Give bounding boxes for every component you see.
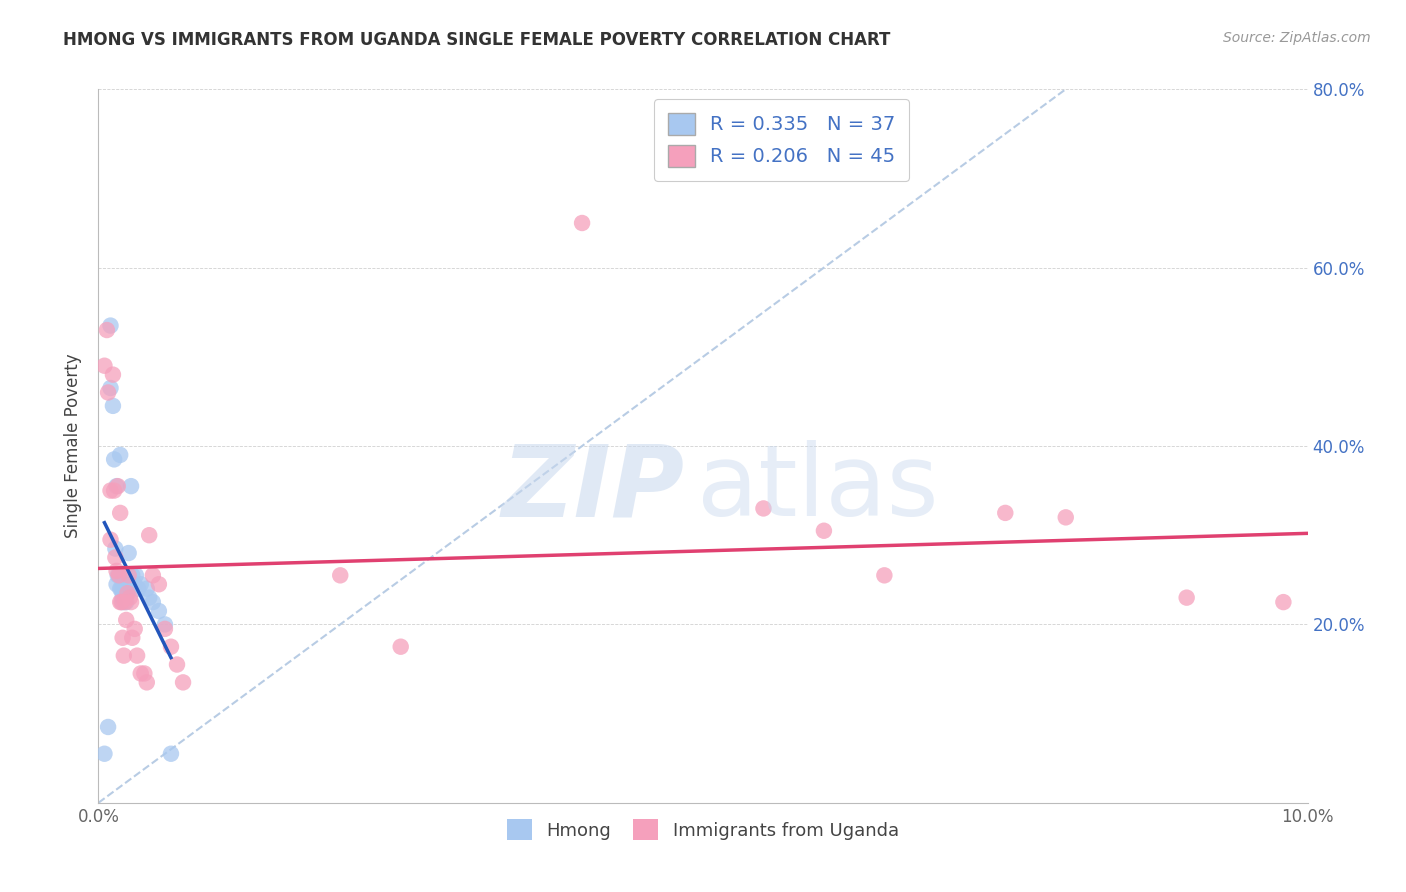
Point	[389, 640, 412, 654]
Point	[108, 568, 131, 582]
Point	[129, 577, 152, 591]
Point	[101, 368, 124, 382]
Point	[153, 617, 176, 632]
Point	[127, 648, 149, 663]
Point	[138, 591, 160, 605]
Point	[105, 577, 128, 591]
Point	[110, 582, 132, 596]
Point	[114, 577, 136, 591]
Point	[103, 452, 125, 467]
Point	[111, 591, 134, 605]
Point	[873, 568, 896, 582]
Text: HMONG VS IMMIGRANTS FROM UGANDA SINGLE FEMALE POVERTY CORRELATION CHART: HMONG VS IMMIGRANTS FROM UGANDA SINGLE F…	[63, 31, 890, 49]
Point	[117, 586, 139, 600]
Text: Source: ZipAtlas.com: Source: ZipAtlas.com	[1223, 31, 1371, 45]
Point	[135, 675, 157, 690]
Point	[115, 613, 138, 627]
Point	[121, 631, 143, 645]
Point	[108, 582, 131, 596]
Point	[752, 501, 775, 516]
Point	[108, 506, 131, 520]
Point	[108, 448, 131, 462]
Point	[100, 533, 122, 547]
Point	[166, 657, 188, 672]
Y-axis label: Single Female Poverty: Single Female Poverty	[65, 354, 83, 538]
Point	[100, 318, 122, 333]
Point	[105, 479, 128, 493]
Point	[101, 399, 124, 413]
Point	[813, 524, 835, 538]
Point	[118, 582, 141, 596]
Text: ZIP: ZIP	[502, 441, 685, 537]
Point	[107, 568, 129, 582]
Point	[108, 595, 131, 609]
Point	[329, 568, 352, 582]
Point	[120, 479, 142, 493]
Point	[104, 541, 127, 556]
Point	[118, 591, 141, 605]
Point	[93, 747, 115, 761]
Point	[100, 483, 122, 498]
Point	[118, 568, 141, 582]
Point	[108, 568, 131, 582]
Point	[114, 591, 136, 605]
Point	[111, 586, 134, 600]
Point	[160, 640, 183, 654]
Text: atlas: atlas	[697, 441, 939, 537]
Point	[118, 546, 141, 560]
Point	[97, 720, 120, 734]
Point	[115, 595, 138, 609]
Point	[112, 582, 135, 596]
Point	[160, 747, 183, 761]
Point	[121, 568, 143, 582]
Legend: Hmong, Immigrants from Uganda: Hmong, Immigrants from Uganda	[499, 812, 907, 847]
Point	[107, 479, 129, 493]
Point	[127, 582, 149, 596]
Point	[112, 577, 135, 591]
Point	[1272, 595, 1295, 609]
Point	[994, 506, 1017, 520]
Point	[117, 586, 139, 600]
Point	[571, 216, 593, 230]
Point	[112, 648, 135, 663]
Point	[142, 568, 165, 582]
Point	[1175, 591, 1198, 605]
Point	[135, 582, 157, 596]
Point	[111, 595, 134, 609]
Point	[93, 359, 115, 373]
Point	[172, 675, 194, 690]
Point	[111, 631, 134, 645]
Point	[124, 577, 146, 591]
Point	[114, 595, 136, 609]
Point	[110, 595, 132, 609]
Point	[125, 568, 148, 582]
Point	[104, 550, 127, 565]
Point	[103, 483, 125, 498]
Point	[138, 528, 160, 542]
Point	[124, 622, 146, 636]
Point	[153, 622, 176, 636]
Point	[120, 595, 142, 609]
Point	[148, 577, 170, 591]
Point	[142, 595, 165, 609]
Point	[97, 385, 120, 400]
Point	[96, 323, 118, 337]
Point	[1054, 510, 1077, 524]
Point	[148, 604, 170, 618]
Point	[100, 381, 122, 395]
Point	[129, 666, 152, 681]
Point	[105, 564, 128, 578]
Point	[134, 666, 156, 681]
